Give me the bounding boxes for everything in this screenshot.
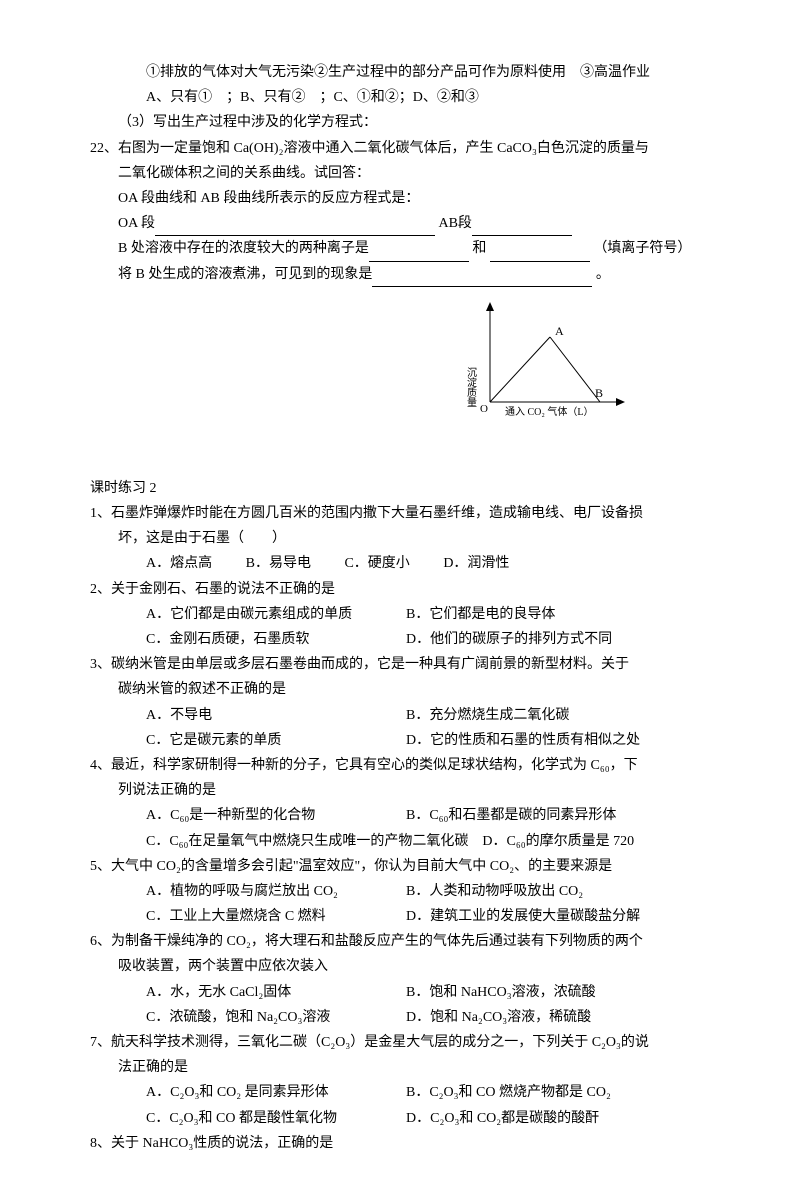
question-8: 8、关于 NaHCO₃性质的说法，正确的是 [90,1131,710,1156]
options: A．植物的呼吸与腐烂放出 CO₂B．人类和动物呼吸放出 CO₂ [90,879,710,904]
options: A．它们都是由碳元素组成的单质B．它们都是电的良导体 [90,602,710,627]
chart-graph: A B O 沉淀质量 通入 CO₂ 气体（L） [90,297,710,436]
question-7: 7、航天科学技术测得，三氧化二碳（C₂O₃）是金星大气层的成分之一，下列关于 C… [90,1030,710,1055]
question-3: 3、碳纳米管是由单层或多层石墨卷曲而成的，它是一种具有广阔前景的新型材料。关于 [90,652,710,677]
chart-origin: O [480,403,488,415]
options: C．金刚石质硬，石墨质软D．他们的碳原子的排列方式不同 [90,627,710,652]
question-1b: 坏，这是由于石墨（ ） [90,526,710,551]
options: A．C₂O₃和 CO₂ 是同素异形体B．C₂O₃和 CO 燃烧产物都是 CO₂ [90,1080,710,1105]
question-22-line3: OA 段曲线和 AB 段曲线所表示的反应方程式是： [90,186,710,211]
chart-ylabel: 沉淀质量 [465,365,477,406]
question-4: 4、最近，科学家研制得一种新的分子，它具有空心的类似足球状结构，化学式为 C₆₀… [90,753,710,778]
chart-xlabel: 通入 CO₂ 气体（L） [505,405,594,418]
blank-input[interactable] [372,269,592,287]
options: C．浓硫酸，饱和 Na₂CO₃溶液D．饱和 Na₂CO₃溶液，稀硫酸 [90,1005,710,1030]
blank-input[interactable] [155,219,435,237]
options: A．不导电B．充分燃烧生成二氧化碳 [90,703,710,728]
blank-input[interactable] [369,244,469,262]
question-1: 1、石墨炸弹爆炸时能在方圆几百米的范围内撒下大量石墨纤维，造成输电线、电厂设备损 [90,501,710,526]
question-5: 5、大气中 CO₂的含量增多会引起"温室效应"，你认为目前大气中 CO₂、的主要… [90,854,710,879]
text-line: A、只有① ；B、只有② ；C、①和②；D、②和③ [90,85,710,110]
blank-input[interactable] [472,219,572,237]
question-2: 2、关于金刚石、石墨的说法不正确的是 [90,577,710,602]
chart-svg: A B O 沉淀质量 通入 CO₂ 气体（L） [450,297,630,427]
options: A．C₆₀是一种新型的化合物B．C₆₀和石墨都是碳的同素异形体 [90,803,710,828]
chart-point-a: A [555,324,564,338]
question-3b: 碳纳米管的叙述不正确的是 [90,677,710,702]
question-4b: 列说法正确的是 [90,778,710,803]
question-6: 6、为制备干燥纯净的 CO₂，将大理石和盐酸反应产生的气体先后通过装有下列物质的… [90,929,710,954]
text-line: （3）写出生产过程中涉及的化学方程式： [90,110,710,135]
options: C．它是碳元素的单质D．它的性质和石墨的性质有相似之处 [90,728,710,753]
chart-point-b: B [595,386,603,400]
options: C．C₂O₃和 CO 都是酸性氧化物D．C₂O₃和 CO₂都是碳酸的酸酐 [90,1106,710,1131]
question-7b: 法正确的是 [90,1055,710,1080]
section-title: 课时练习 2 [90,476,710,501]
question-22-line6: 将 B 处生成的溶液煮沸，可见到的现象是 。 [90,262,710,287]
options: C．C₆₀在足量氧气中燃烧只生成唯一的产物二氧化碳 D．C₆₀的摩尔质量是 72… [90,829,710,854]
question-22-line5: B 处溶液中存在的浓度较大的两种离子是 和 （填离子符号） [90,236,710,261]
text-line: ①排放的气体对大气无污染②生产过程中的部分产品可作为原料使用 ③高温作业 [90,60,710,85]
question-22-line1: 22、右图为一定量饱和 Ca(OH)₂溶液中通入二氧化碳气体后，产生 CaCO₃… [90,136,710,161]
options: A．熔点高 B．易导电 C．硬度小 D．润滑性 [90,551,710,576]
blank-input[interactable] [490,244,590,262]
options: A．水，无水 CaCl₂固体B．饱和 NaHCO₃溶液，浓硫酸 [90,980,710,1005]
question-22-line4: OA 段 AB段 [90,211,710,236]
document-body: ①排放的气体对大气无污染②生产过程中的部分产品可作为原料使用 ③高温作业 A、只… [90,60,710,1156]
question-6b: 吸收装置，两个装置中应依次装入 [90,954,710,979]
options: C．工业上大量燃烧含 C 燃料D．建筑工业的发展使大量碳酸盐分解 [90,904,710,929]
question-22-line2: 二氧化碳体积之间的关系曲线。试回答： [90,161,710,186]
